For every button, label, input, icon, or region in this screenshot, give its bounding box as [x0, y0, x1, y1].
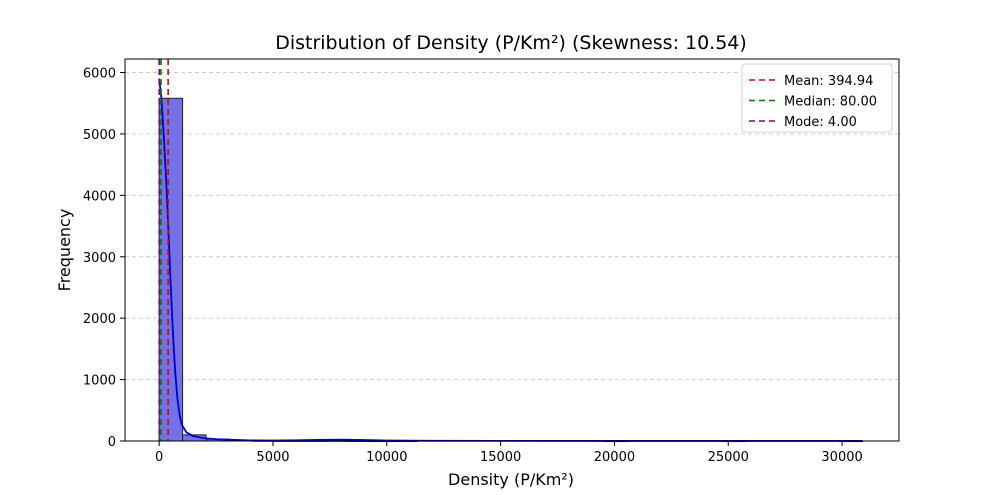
x-axis-label: Density (P/Km²): [448, 470, 574, 489]
x-tick-label: 25000: [708, 450, 749, 465]
legend-label: Mode: 4.00: [784, 115, 857, 130]
y-tick-label: 5000: [83, 128, 116, 143]
x-tick-label: 10000: [366, 450, 407, 465]
y-axis-label: Frequency: [55, 209, 74, 292]
x-axis: 0 5000 10000 15000 20000 25000 30000: [155, 441, 863, 465]
y-tick-label: 4000: [83, 189, 116, 204]
legend: Mean: 394.94 Median: 80.00 Mode: 4.00: [741, 63, 893, 133]
legend-label: Mean: 394.94: [784, 74, 873, 89]
x-tick-label: 5000: [256, 450, 289, 465]
legend-box: [741, 63, 893, 133]
y-tick-label: 6000: [83, 67, 116, 82]
chart-title: Distribution of Density (P/Km²) (Skewnes…: [275, 32, 747, 54]
x-tick-label: 0: [155, 450, 163, 465]
legend-label: Median: 80.00: [784, 95, 877, 110]
y-tick-label: 3000: [83, 251, 116, 266]
y-tick-label: 1000: [83, 374, 116, 389]
reference-lines-layer: [158, 59, 169, 441]
x-tick-label: 30000: [821, 450, 862, 465]
x-tick-label: 20000: [594, 450, 635, 465]
y-tick-label: 0: [108, 435, 116, 450]
x-tick-label: 15000: [480, 450, 521, 465]
y-axis: 0 1000 2000 3000 4000 5000 6000: [83, 67, 125, 450]
y-tick-label: 2000: [83, 312, 116, 327]
plot-frame: [124, 58, 900, 442]
